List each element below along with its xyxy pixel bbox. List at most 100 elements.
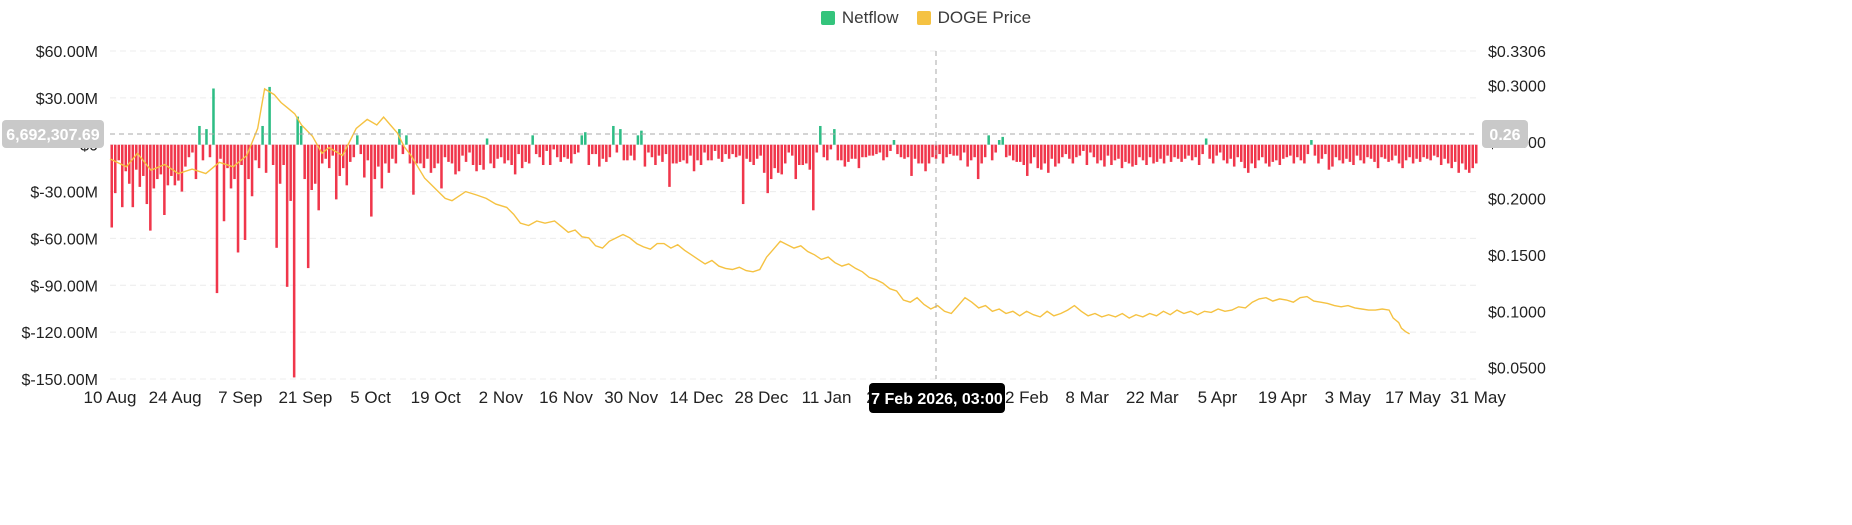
netflow-bar — [1254, 144, 1257, 169]
netflow-bar — [1436, 144, 1439, 158]
netflow-bar — [885, 144, 889, 158]
netflow-bar — [468, 144, 471, 153]
netflow-bar — [1236, 144, 1239, 158]
netflow-bar — [987, 135, 990, 145]
x-tick-label: 17 May — [1385, 388, 1441, 407]
netflow-bar — [980, 144, 983, 164]
netflow-bar — [892, 140, 896, 145]
netflow-bar — [268, 86, 271, 145]
x-tick-label: 8 Mar — [1065, 388, 1109, 407]
netflow-bar — [1040, 144, 1043, 170]
netflow-bar — [243, 144, 247, 240]
netflow-bar — [671, 144, 675, 164]
netflow-bar — [1173, 144, 1176, 158]
netflow-bar — [983, 144, 987, 158]
netflow-bar — [783, 144, 787, 164]
netflow-bar — [201, 144, 205, 161]
netflow-bar — [552, 144, 555, 150]
netflow-bar — [752, 144, 755, 166]
netflow-bar — [156, 144, 159, 180]
netflow-bar — [682, 144, 685, 161]
y-left-tick-label: $-90.00M — [30, 278, 98, 295]
netflow-bar — [356, 135, 359, 145]
x-tick-label: 16 Nov — [539, 388, 593, 407]
netflow-bar — [636, 135, 640, 145]
netflow-bar — [798, 144, 801, 166]
legend-item-netflow[interactable]: Netflow — [820, 8, 899, 28]
netflow-bar — [871, 144, 875, 156]
netflow-bar — [759, 144, 762, 156]
netflow-bar — [1215, 144, 1218, 156]
crosshair-left-tag — [2, 120, 104, 148]
netflow-bar — [801, 144, 805, 166]
netflow-bar — [741, 144, 745, 205]
x-tick-label: 22 Feb — [996, 388, 1049, 407]
netflow-bar — [489, 144, 492, 164]
netflow-bar — [699, 144, 703, 166]
netflow-bar — [285, 144, 289, 287]
netflow-bar — [913, 144, 917, 159]
x-tick-label: 30 Nov — [604, 388, 658, 407]
netflow-bar — [1373, 144, 1376, 162]
netflow-bar — [612, 125, 615, 145]
netflow-bar — [324, 144, 327, 159]
netflow-bar — [1239, 144, 1243, 162]
netflow-bar — [110, 144, 114, 228]
netflow-bar — [138, 144, 142, 187]
netflow-bar — [373, 144, 377, 180]
netflow-bar — [208, 144, 212, 158]
netflow-bar — [938, 144, 941, 155]
netflow-bar — [278, 144, 282, 184]
netflow-bar — [794, 144, 798, 180]
netflow-bar — [261, 125, 264, 145]
netflow-bar — [1120, 144, 1124, 169]
netflow-bar — [678, 144, 682, 162]
netflow-bar — [1324, 144, 1327, 155]
netflow-bar — [812, 144, 815, 211]
legend-price-label: DOGE Price — [937, 8, 1032, 27]
legend-item-price[interactable]: DOGE Price — [916, 8, 1032, 28]
netflow-bar — [1085, 144, 1089, 166]
netflow-bar — [1376, 144, 1380, 169]
netflow-bar — [363, 144, 366, 178]
netflow-bar — [594, 144, 598, 155]
netflow-bar — [1425, 144, 1429, 159]
price-swatch — [916, 11, 931, 25]
netflow-bar — [317, 144, 320, 211]
x-axis: 10 Aug 24 Aug 7 Sep 21 Sep 5 Oct 19 Oct 2 Nov 1… — [84, 388, 1507, 407]
netflow-bar — [1225, 144, 1229, 164]
netflow-bar — [931, 144, 934, 158]
netflow-bar — [419, 144, 422, 164]
netflow-bar — [247, 144, 250, 180]
netflow-bar — [124, 144, 128, 172]
netflow-bar — [306, 144, 310, 269]
netflow-bar — [1460, 144, 1464, 164]
netflow-bar — [661, 144, 664, 162]
netflow-bar — [1148, 144, 1152, 158]
netflow-bar — [1124, 144, 1127, 162]
netflow-bar — [1092, 144, 1096, 158]
netflow-bar — [805, 144, 808, 164]
netflow-bar — [545, 144, 548, 151]
netflow-bar — [1117, 144, 1120, 159]
netflow-bar — [1257, 144, 1261, 161]
netflow-bar — [1450, 144, 1453, 169]
netflow-bar — [997, 140, 1001, 145]
netflow-bar — [433, 144, 436, 169]
netflow-bar — [1243, 144, 1247, 169]
netflow-bar — [499, 144, 503, 158]
netflow-bar — [1327, 144, 1331, 170]
netflow-bar — [559, 144, 563, 162]
x-tick-label: 24 Aug — [149, 388, 202, 407]
netflow-bar — [1176, 144, 1180, 159]
netflow-bar — [650, 144, 654, 158]
netflow-bar — [1303, 144, 1306, 164]
netflow-bar — [422, 144, 426, 169]
netflow-bar — [1387, 144, 1390, 162]
netflow-bar — [647, 144, 650, 153]
netflow-bar — [377, 144, 380, 167]
netflow-bar — [847, 144, 850, 162]
netflow-bar — [485, 138, 489, 145]
netflow-bar — [1229, 144, 1232, 159]
